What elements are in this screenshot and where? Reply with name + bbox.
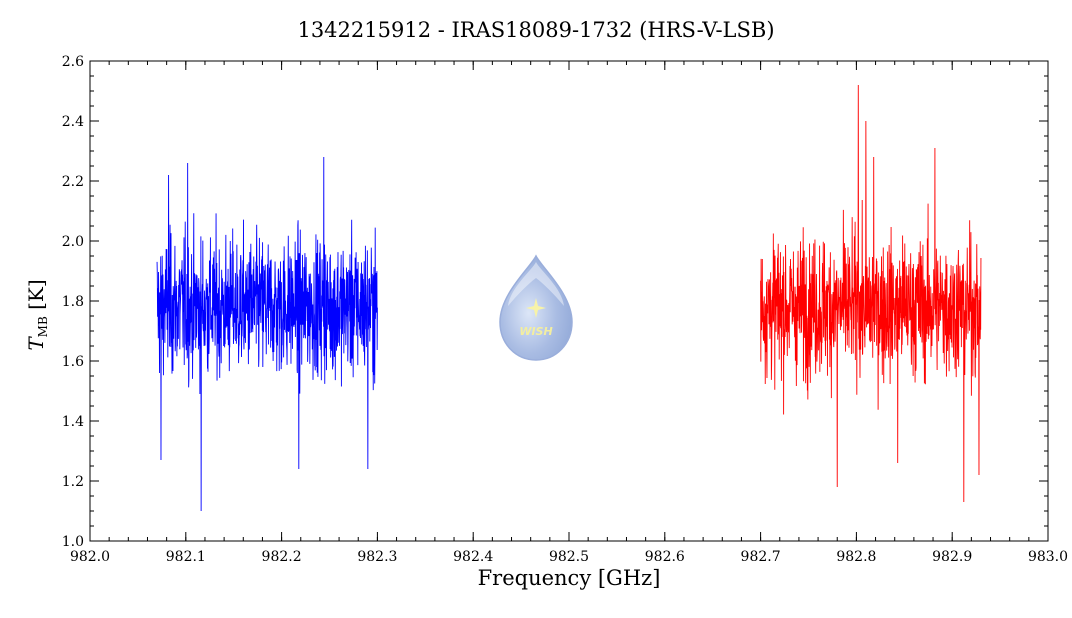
x-axis-label: Frequency [GHz]: [477, 566, 661, 590]
series-line-2: [760, 84, 982, 503]
x-tick-label: 982.1: [166, 549, 206, 565]
y-tick-label: 1.2: [62, 474, 84, 490]
y-axis-label: TMB [K]: [22, 279, 52, 350]
y-tick-label: 1.6: [62, 354, 84, 370]
y-tick-label: 1.8: [62, 294, 84, 310]
wish-logo: WISH: [499, 254, 573, 361]
y-axis-symbol: T: [24, 337, 48, 351]
y-tick-label: 1.4: [62, 414, 84, 430]
chart-title: 1342215912 - IRAS18089-1732 (HRS-V-LSB): [297, 18, 775, 42]
logo-text: WISH: [519, 325, 552, 338]
axis-tick-labels: 982.0 982.1 982.2 982.3 982.4 982.5 982.6 982.7…: [62, 54, 1068, 565]
series-line-1: [156, 156, 378, 512]
y-axis-unit: [K]: [24, 279, 48, 310]
x-tick-label: 982.6: [645, 549, 685, 565]
y-tick-label: 2.6: [62, 54, 84, 70]
x-tick-label: 982.5: [549, 549, 589, 565]
series-layer: [156, 84, 982, 512]
y-tick-label: 2.4: [62, 114, 84, 130]
x-tick-label: 982.7: [741, 549, 781, 565]
y-tick-label: 2.2: [62, 174, 84, 190]
y-axis-subscript: MB: [36, 316, 50, 338]
x-tick-label: 982.4: [453, 549, 493, 565]
x-tick-label: 982.2: [262, 549, 302, 565]
x-tick-label: 982.3: [357, 549, 397, 565]
y-tick-label: 2.0: [62, 234, 84, 250]
x-tick-label: 982.8: [836, 549, 876, 565]
y-tick-label: 1.0: [62, 534, 84, 550]
x-tick-label: 982.0: [70, 549, 110, 565]
x-tick-label: 983.0: [1028, 549, 1068, 565]
x-tick-label: 982.9: [932, 549, 972, 565]
axis-ticks: [89, 60, 1049, 542]
